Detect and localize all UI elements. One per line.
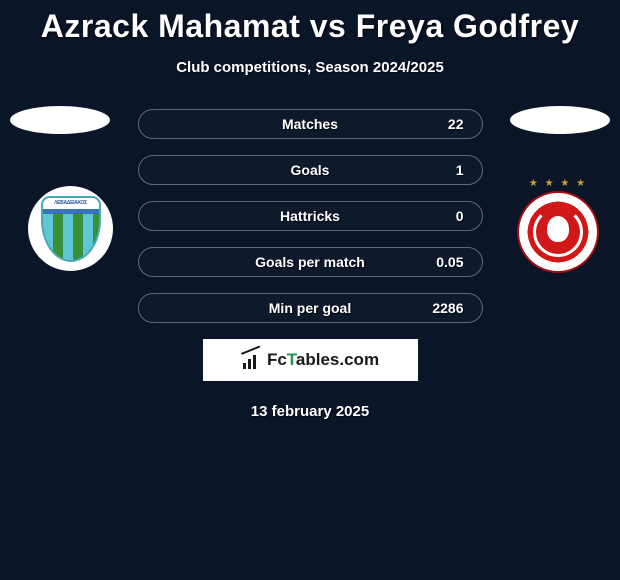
- brand-suffix: ables.com: [296, 350, 379, 369]
- player-photo-placeholder-right: [510, 106, 610, 134]
- brand-highlight: T: [287, 350, 296, 369]
- badge-left-text: ΛΕΒΑΔΕΙΑΚΟΣ: [43, 198, 99, 214]
- stat-right-value: 0.05: [428, 254, 464, 270]
- date-text: 13 february 2025: [0, 403, 620, 420]
- club-badge-left: ΛΕΒΑΔΕΙΑΚΟΣ: [28, 186, 113, 271]
- olympiacos-badge-icon: [517, 191, 599, 273]
- brand-attribution: FcTables.com: [203, 339, 418, 381]
- infographic-root: Azrack Mahamat vs Freya Godfrey Club com…: [0, 0, 620, 420]
- stat-row-matches: Matches 22: [138, 109, 483, 139]
- stat-row-hattricks: Hattricks 0: [138, 201, 483, 231]
- stats-list: Matches 22 Goals 1 Hattricks 0 Goals per…: [138, 106, 483, 323]
- levadiakos-badge-icon: ΛΕΒΑΔΕΙΑΚΟΣ: [28, 186, 113, 271]
- stat-row-min-per-goal: Min per goal 2286: [138, 293, 483, 323]
- stat-row-goals-per-match: Goals per match 0.05: [138, 247, 483, 277]
- stat-row-goals: Goals 1: [138, 155, 483, 185]
- stars-icon: ★ ★ ★ ★: [508, 178, 608, 189]
- stat-label: Hattricks: [280, 208, 340, 224]
- stat-label: Min per goal: [269, 300, 351, 316]
- stat-label: Matches: [282, 116, 338, 132]
- content-area: ΛΕΒΑΔΕΙΑΚΟΣ ★ ★ ★ ★ Matches 22 Goals 1: [0, 106, 620, 420]
- stat-right-value: 22: [428, 116, 464, 132]
- head-profile-icon: [547, 216, 569, 242]
- brand-prefix: Fc: [267, 350, 287, 369]
- stat-right-value: 1: [428, 162, 464, 178]
- stat-right-value: 0: [428, 208, 464, 224]
- bar-chart-icon: [241, 351, 263, 369]
- player-photo-placeholder-left: [10, 106, 110, 134]
- stat-label: Goals per match: [255, 254, 365, 270]
- page-title: Azrack Mahamat vs Freya Godfrey: [0, 8, 620, 45]
- club-badge-right: ★ ★ ★ ★: [508, 178, 608, 278]
- brand-text: FcTables.com: [267, 350, 379, 370]
- subtitle: Club competitions, Season 2024/2025: [0, 59, 620, 76]
- stat-right-value: 2286: [428, 300, 464, 316]
- stat-label: Goals: [291, 162, 330, 178]
